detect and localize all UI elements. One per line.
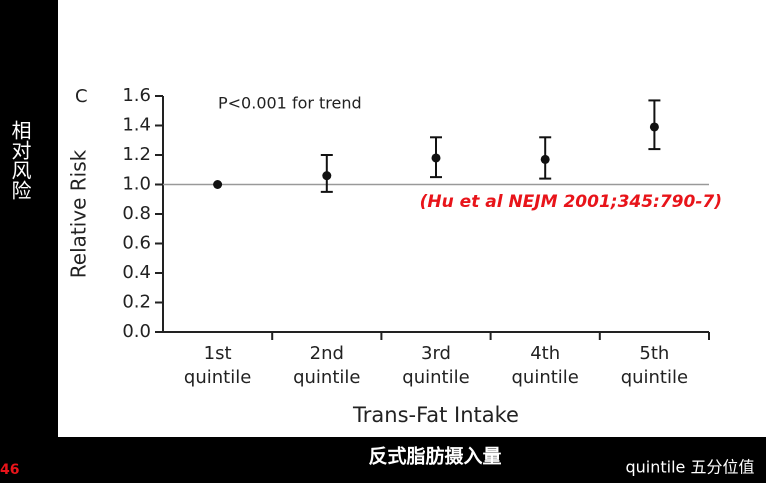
bottom-caption: 反式脂肪摄入量 bbox=[368, 445, 501, 468]
citation: (Hu et al NEJM 2001;345:790-7) bbox=[420, 192, 722, 212]
y-axis-label: Relative Risk bbox=[67, 149, 91, 278]
y-tick-label: 0.2 bbox=[122, 292, 151, 313]
slide-number: 46 bbox=[0, 462, 19, 478]
point bbox=[213, 180, 223, 189]
point bbox=[431, 153, 441, 163]
y-tick-label: 0.0 bbox=[122, 321, 151, 342]
side-label: 相对风险 bbox=[8, 120, 32, 200]
x-tick-label: 5th quintile bbox=[620, 343, 689, 388]
x-tick-label: 3rd quintile bbox=[402, 343, 470, 388]
y-tick-label: 1.0 bbox=[122, 174, 151, 195]
x-axis-label: Trans-Fat Intake bbox=[352, 403, 519, 427]
point bbox=[649, 122, 659, 132]
x-tick-label: 1st quintile bbox=[183, 343, 252, 388]
slide-background bbox=[58, 0, 766, 437]
y-tick-label: 1.4 bbox=[122, 115, 151, 136]
x-tick-label: 4th quintile bbox=[511, 343, 579, 388]
panel-label: C bbox=[75, 86, 88, 107]
footnote: quintile 五分位值 bbox=[626, 458, 755, 477]
y-tick-label: 1.2 bbox=[122, 144, 151, 165]
y-tick-label: 0.4 bbox=[122, 262, 151, 283]
annotation: P<0.001 for trend bbox=[218, 94, 362, 113]
x-tick-label: 2nd quintile bbox=[293, 343, 361, 388]
y-tick-label: 1.6 bbox=[122, 85, 151, 106]
point bbox=[322, 171, 332, 181]
y-tick-label: 0.6 bbox=[122, 233, 151, 254]
point bbox=[540, 154, 550, 164]
y-tick-label: 0.8 bbox=[122, 203, 151, 224]
